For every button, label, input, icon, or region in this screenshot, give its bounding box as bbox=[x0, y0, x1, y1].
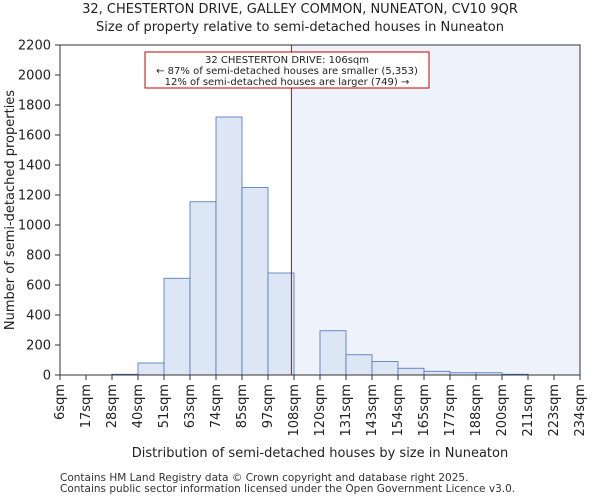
annotation-line-1: 32 CHESTERTON DRIVE: 106sqm bbox=[205, 55, 369, 66]
x-tick-label: 120sqm bbox=[313, 384, 328, 437]
histogram-bar bbox=[137, 362, 165, 376]
x-tick-label: 51sqm bbox=[157, 384, 172, 428]
y-axis-label: Number of semi-detached properties bbox=[3, 90, 18, 330]
y-tick-label: 0 bbox=[43, 369, 51, 384]
x-tick-label: 188sqm bbox=[469, 384, 484, 437]
plot-frame bbox=[59, 44, 581, 376]
histogram-bar bbox=[215, 116, 243, 376]
y-tick-label: 1000 bbox=[18, 219, 51, 234]
y-tick-label: 600 bbox=[26, 279, 51, 294]
x-tick-label: 85sqm bbox=[235, 384, 250, 428]
chart-title-address: 32, CHESTERTON DRIVE, GALLEY COMMON, NUN… bbox=[82, 2, 518, 17]
x-tick-label: 165sqm bbox=[417, 384, 432, 437]
y-tick-label: 400 bbox=[26, 309, 51, 324]
y-tick-label: 1400 bbox=[18, 159, 51, 174]
larger-properties-region bbox=[291, 45, 580, 375]
chart-subtitle: Size of property relative to semi-detach… bbox=[96, 20, 504, 35]
y-tick-label: 1600 bbox=[18, 129, 51, 144]
histogram-bar bbox=[267, 272, 295, 376]
y-tick-label: 1200 bbox=[18, 189, 51, 204]
y-tick-label: 2200 bbox=[18, 39, 51, 54]
y-tick-label: 2000 bbox=[18, 69, 51, 84]
y-tick-label: 1800 bbox=[18, 99, 51, 114]
histogram-bar bbox=[163, 277, 191, 376]
x-tick-label: 40sqm bbox=[131, 384, 146, 428]
histogram-bar bbox=[319, 330, 347, 376]
x-tick-label: 108sqm bbox=[287, 384, 302, 437]
x-tick-label: 6sqm bbox=[53, 384, 68, 420]
x-tick-label: 28sqm bbox=[105, 384, 120, 428]
x-tick-label: 97sqm bbox=[261, 384, 276, 428]
x-tick-label: 234sqm bbox=[573, 384, 588, 437]
x-tick-label: 131sqm bbox=[339, 384, 354, 437]
histogram-bar bbox=[397, 367, 425, 376]
x-tick-label: 223sqm bbox=[547, 384, 562, 437]
x-tick-label: 74sqm bbox=[209, 384, 224, 428]
x-tick-label: 177sqm bbox=[443, 384, 458, 437]
x-tick-label: 154sqm bbox=[391, 384, 406, 437]
x-axis-label: Distribution of semi-detached houses by … bbox=[132, 446, 508, 461]
histogram-chart: 0 200 400 600 800 1000 1200 1400 1600 1800 2000 220… bbox=[3, 39, 588, 462]
histogram-bar bbox=[371, 361, 399, 376]
y-tick-label: 200 bbox=[26, 339, 51, 354]
x-tick-label: 143sqm bbox=[365, 384, 380, 437]
footer-licence: Contains public sector information licen… bbox=[60, 483, 516, 495]
annotation-line-3: 12% of semi-detached houses are larger (… bbox=[165, 77, 410, 88]
x-tick-label: 63sqm bbox=[183, 384, 198, 428]
x-tick-label: 200sqm bbox=[495, 384, 510, 437]
property-annotation-box: 32 CHESTERTON DRIVE: 106sqm ← 87% of sem… bbox=[144, 51, 430, 89]
y-tick-label: 800 bbox=[26, 249, 51, 264]
x-tick-label: 17sqm bbox=[79, 384, 94, 428]
histogram-bar bbox=[345, 354, 373, 376]
footer-copyright: Contains HM Land Registry data © Crown c… bbox=[60, 472, 469, 484]
histogram-bar bbox=[423, 370, 451, 376]
annotation-line-2: ← 87% of semi-detached houses are smalle… bbox=[156, 66, 418, 77]
x-tick-label: 211sqm bbox=[521, 384, 536, 437]
histogram-bar bbox=[189, 201, 217, 376]
histogram-bar bbox=[241, 187, 269, 376]
